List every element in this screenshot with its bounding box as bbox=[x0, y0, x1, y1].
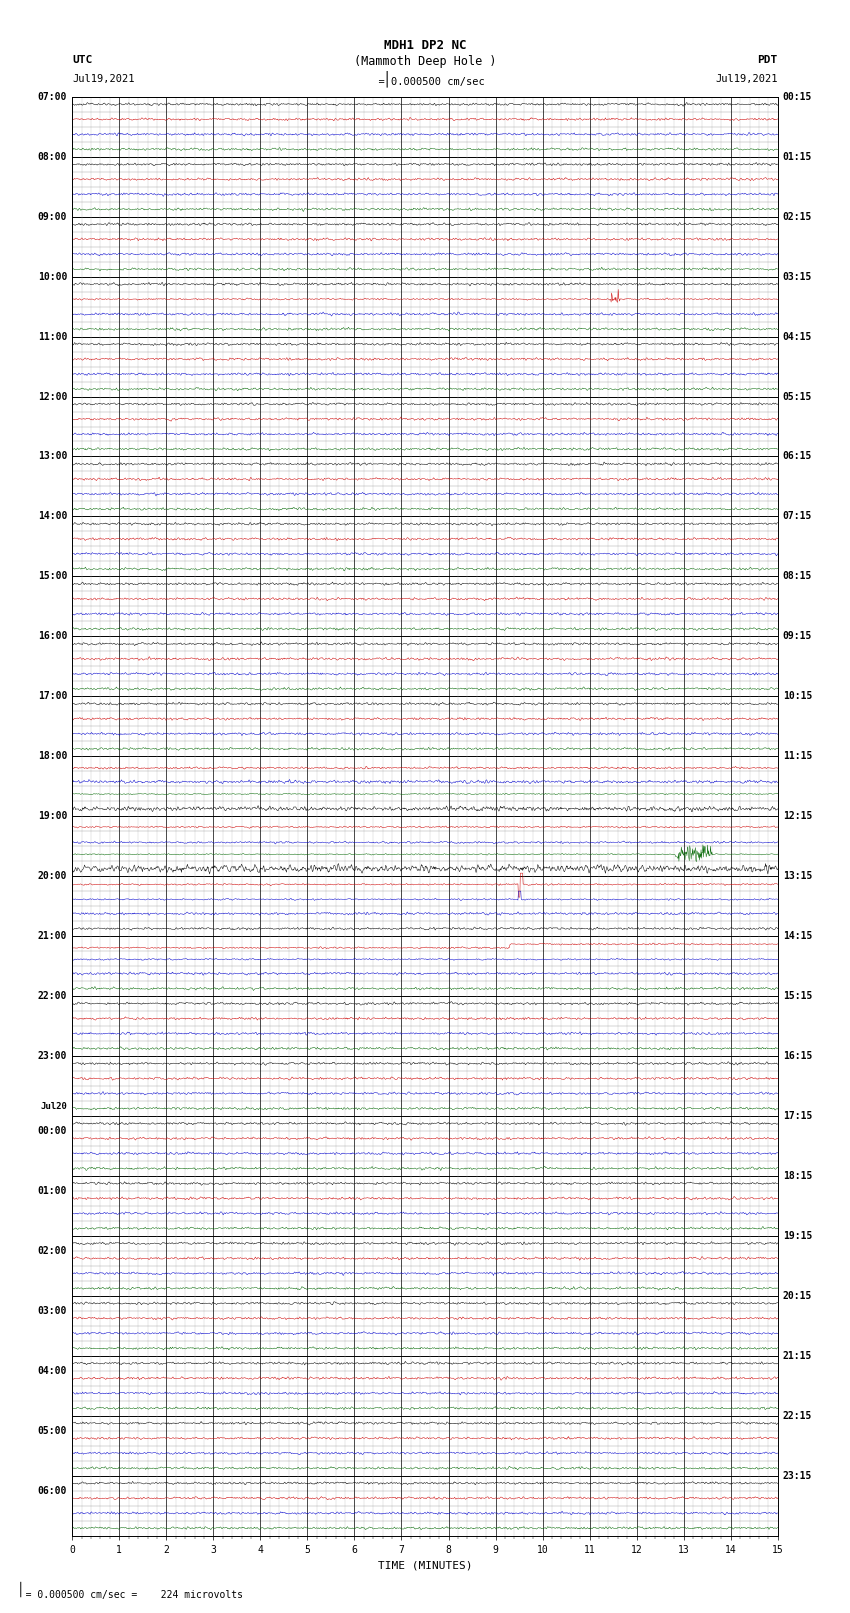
Text: │: │ bbox=[17, 1581, 25, 1597]
Text: 00:00: 00:00 bbox=[37, 1126, 67, 1136]
Text: 16:15: 16:15 bbox=[783, 1052, 813, 1061]
Text: 22:00: 22:00 bbox=[37, 990, 67, 1002]
Text: 12:00: 12:00 bbox=[37, 392, 67, 402]
Text: UTC: UTC bbox=[72, 55, 93, 65]
Text: 18:00: 18:00 bbox=[37, 752, 67, 761]
Text: 15:00: 15:00 bbox=[37, 571, 67, 581]
Text: 17:15: 17:15 bbox=[783, 1111, 813, 1121]
Text: 10:00: 10:00 bbox=[37, 271, 67, 282]
Text: 07:15: 07:15 bbox=[783, 511, 813, 521]
Text: 16:00: 16:00 bbox=[37, 631, 67, 642]
Text: 18:15: 18:15 bbox=[783, 1171, 813, 1181]
Text: 20:15: 20:15 bbox=[783, 1290, 813, 1300]
Text: 04:15: 04:15 bbox=[783, 332, 813, 342]
Text: 08:15: 08:15 bbox=[783, 571, 813, 581]
Text: 22:15: 22:15 bbox=[783, 1411, 813, 1421]
Text: 04:00: 04:00 bbox=[37, 1366, 67, 1376]
Text: 01:00: 01:00 bbox=[37, 1186, 67, 1195]
Text: 08:00: 08:00 bbox=[37, 152, 67, 161]
Text: Jul19,2021: Jul19,2021 bbox=[715, 74, 778, 84]
Text: 19:15: 19:15 bbox=[783, 1231, 813, 1240]
Text: 09:15: 09:15 bbox=[783, 631, 813, 642]
Text: 14:15: 14:15 bbox=[783, 931, 813, 940]
X-axis label: TIME (MINUTES): TIME (MINUTES) bbox=[377, 1560, 473, 1569]
Text: 02:15: 02:15 bbox=[783, 211, 813, 221]
Text: 23:15: 23:15 bbox=[783, 1471, 813, 1481]
Text: 11:00: 11:00 bbox=[37, 332, 67, 342]
Text: = 0.000500 cm/sec =    224 microvolts: = 0.000500 cm/sec = 224 microvolts bbox=[8, 1590, 243, 1600]
Text: 09:00: 09:00 bbox=[37, 211, 67, 221]
Text: 07:00: 07:00 bbox=[37, 92, 67, 102]
Text: 06:15: 06:15 bbox=[783, 452, 813, 461]
Text: 23:00: 23:00 bbox=[37, 1052, 67, 1061]
Text: Jul19,2021: Jul19,2021 bbox=[72, 74, 135, 84]
Text: 02:00: 02:00 bbox=[37, 1245, 67, 1257]
Text: 01:15: 01:15 bbox=[783, 152, 813, 161]
Text: 21:15: 21:15 bbox=[783, 1350, 813, 1361]
Text: │: │ bbox=[382, 71, 391, 87]
Text: (Mammoth Deep Hole ): (Mammoth Deep Hole ) bbox=[354, 55, 496, 68]
Text: 20:00: 20:00 bbox=[37, 871, 67, 881]
Text: 05:15: 05:15 bbox=[783, 392, 813, 402]
Text: 05:00: 05:00 bbox=[37, 1426, 67, 1436]
Text: MDH1 DP2 NC: MDH1 DP2 NC bbox=[383, 39, 467, 52]
Text: Jul20: Jul20 bbox=[40, 1102, 67, 1111]
Text: = 0.000500 cm/sec: = 0.000500 cm/sec bbox=[366, 77, 484, 87]
Text: 03:00: 03:00 bbox=[37, 1307, 67, 1316]
Text: 12:15: 12:15 bbox=[783, 811, 813, 821]
Text: 03:15: 03:15 bbox=[783, 271, 813, 282]
Text: 06:00: 06:00 bbox=[37, 1486, 67, 1495]
Text: 14:00: 14:00 bbox=[37, 511, 67, 521]
Text: 15:15: 15:15 bbox=[783, 990, 813, 1002]
Text: 19:00: 19:00 bbox=[37, 811, 67, 821]
Text: 13:00: 13:00 bbox=[37, 452, 67, 461]
Text: 13:15: 13:15 bbox=[783, 871, 813, 881]
Text: 11:15: 11:15 bbox=[783, 752, 813, 761]
Text: PDT: PDT bbox=[757, 55, 778, 65]
Text: 17:00: 17:00 bbox=[37, 692, 67, 702]
Text: 21:00: 21:00 bbox=[37, 931, 67, 940]
Text: 10:15: 10:15 bbox=[783, 692, 813, 702]
Text: 00:15: 00:15 bbox=[783, 92, 813, 102]
